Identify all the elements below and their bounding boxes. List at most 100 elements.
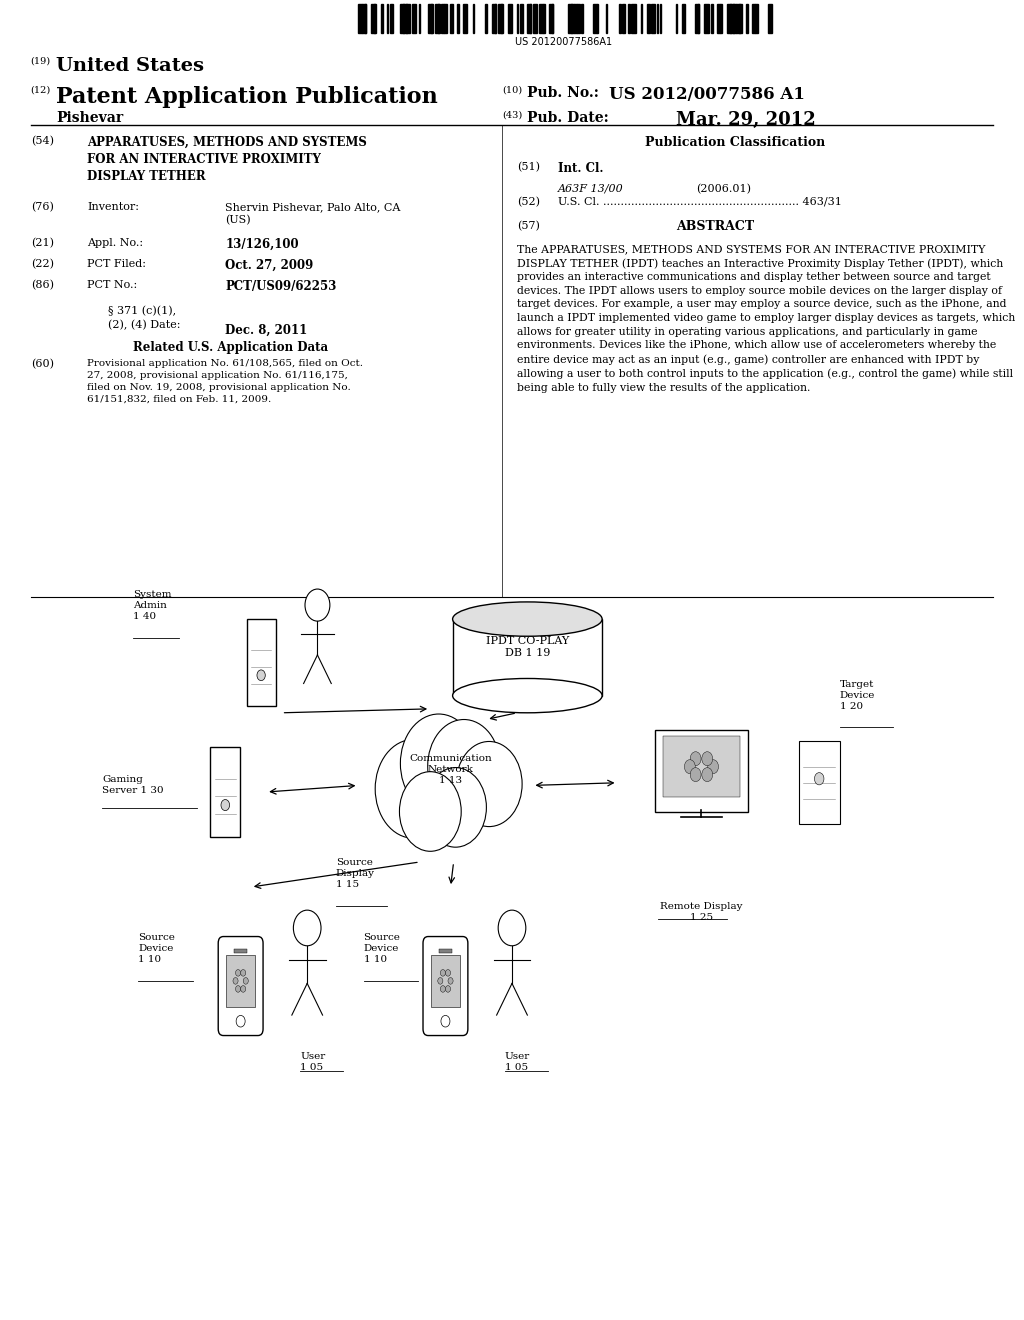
Text: US 2012/0077586 A1: US 2012/0077586 A1	[609, 86, 805, 103]
Bar	[434, 4, 438, 33]
Text: Shervin Pishevar, Palo Alto, CA
(US): Shervin Pishevar, Palo Alto, CA (US)	[225, 202, 400, 226]
Text: United States: United States	[56, 57, 205, 75]
Bar	[739, 4, 742, 33]
Text: Pub. No.:: Pub. No.:	[527, 86, 599, 100]
Bar	[641, 4, 642, 33]
Circle shape	[708, 760, 719, 774]
Text: Communication
Network
1 13: Communication Network 1 13	[410, 754, 492, 785]
Ellipse shape	[453, 602, 602, 636]
Bar	[768, 4, 772, 33]
Bar	[756, 4, 758, 33]
Bar	[439, 949, 452, 953]
Text: Source
Device
1 10: Source Device 1 10	[138, 933, 175, 965]
Text: A63F 13/00: A63F 13/00	[558, 183, 624, 194]
Text: Mar. 29, 2012: Mar. 29, 2012	[676, 111, 815, 129]
Bar	[727, 4, 731, 33]
Bar	[593, 4, 597, 33]
Bar	[428, 4, 432, 33]
Bar	[485, 4, 486, 33]
Bar	[733, 4, 735, 33]
Bar	[676, 4, 677, 33]
Circle shape	[257, 671, 265, 681]
Bar	[656, 4, 658, 33]
Bar	[660, 4, 662, 33]
Text: (10): (10)	[502, 86, 522, 95]
Text: (76): (76)	[31, 202, 53, 213]
FancyBboxPatch shape	[655, 730, 748, 812]
FancyBboxPatch shape	[423, 937, 468, 1035]
Bar	[407, 4, 411, 33]
Text: Patent Application Publication: Patent Application Publication	[56, 86, 438, 108]
Bar	[365, 4, 366, 33]
Bar	[581, 4, 584, 33]
Text: (12): (12)	[31, 86, 51, 95]
Circle shape	[701, 751, 713, 766]
Bar	[473, 4, 474, 33]
Bar	[632, 4, 636, 33]
Circle shape	[441, 1015, 450, 1027]
Bar	[361, 4, 366, 33]
Text: (51): (51)	[517, 162, 540, 173]
Circle shape	[241, 970, 246, 977]
Bar	[711, 4, 714, 33]
Bar	[568, 4, 572, 33]
Bar	[736, 4, 740, 33]
Text: 13/126,100: 13/126,100	[225, 238, 299, 251]
Circle shape	[701, 768, 713, 781]
Bar	[578, 4, 580, 33]
Bar	[463, 4, 467, 33]
Bar	[413, 4, 417, 33]
Bar	[552, 4, 553, 33]
Text: U.S. Cl. ........................................................ 463/31: U.S. Cl. ...............................…	[558, 197, 842, 207]
FancyBboxPatch shape	[247, 619, 275, 706]
Text: (86): (86)	[31, 280, 53, 290]
Circle shape	[425, 767, 486, 847]
Bar	[402, 4, 407, 33]
Text: User
1 05: User 1 05	[505, 1052, 530, 1072]
Text: Provisional application No. 61/108,565, filed on Oct.
27, 2008, provisional appl: Provisional application No. 61/108,565, …	[87, 359, 364, 404]
Ellipse shape	[453, 678, 602, 713]
Circle shape	[428, 719, 500, 813]
Bar	[444, 4, 446, 33]
Circle shape	[399, 772, 461, 851]
Text: PCT/US09/62253: PCT/US09/62253	[225, 280, 337, 293]
Circle shape	[243, 978, 248, 985]
Text: Source
Device
1 10: Source Device 1 10	[364, 933, 400, 965]
Text: Oct. 27, 2009: Oct. 27, 2009	[225, 259, 313, 272]
Bar	[457, 4, 460, 33]
Bar	[358, 4, 362, 33]
Bar	[745, 4, 749, 33]
FancyBboxPatch shape	[211, 747, 240, 837]
Bar	[492, 4, 496, 33]
Text: PCT No.:: PCT No.:	[87, 280, 137, 290]
Bar	[390, 4, 393, 33]
Bar	[520, 4, 523, 33]
Bar	[534, 4, 538, 33]
Bar	[647, 4, 650, 33]
Bar	[226, 956, 255, 1007]
Bar	[498, 4, 502, 33]
Circle shape	[241, 986, 246, 993]
Bar	[606, 4, 607, 33]
Bar	[526, 4, 530, 33]
Circle shape	[233, 978, 239, 985]
Text: APPARATUSES, METHODS AND SYSTEMS
FOR AN INTERACTIVE PROXIMITY
DISPLAY TETHER: APPARATUSES, METHODS AND SYSTEMS FOR AN …	[87, 136, 367, 183]
Text: Int. Cl.: Int. Cl.	[558, 162, 603, 176]
Text: (57): (57)	[517, 220, 540, 231]
Bar	[730, 4, 734, 33]
Circle shape	[236, 986, 241, 993]
Circle shape	[440, 970, 445, 977]
Text: System
Admin
1 40: System Admin 1 40	[133, 590, 172, 622]
Bar	[695, 4, 699, 33]
Text: Target
Device
1 20: Target Device 1 20	[840, 680, 876, 711]
Circle shape	[293, 911, 322, 945]
Bar	[502, 4, 503, 33]
Circle shape	[447, 978, 453, 985]
Text: (54): (54)	[31, 136, 53, 147]
Text: Dec. 8, 2011: Dec. 8, 2011	[225, 323, 307, 337]
Bar	[682, 4, 685, 33]
Bar	[540, 4, 544, 33]
Bar	[381, 4, 383, 33]
Circle shape	[445, 986, 451, 993]
Bar	[752, 4, 755, 33]
